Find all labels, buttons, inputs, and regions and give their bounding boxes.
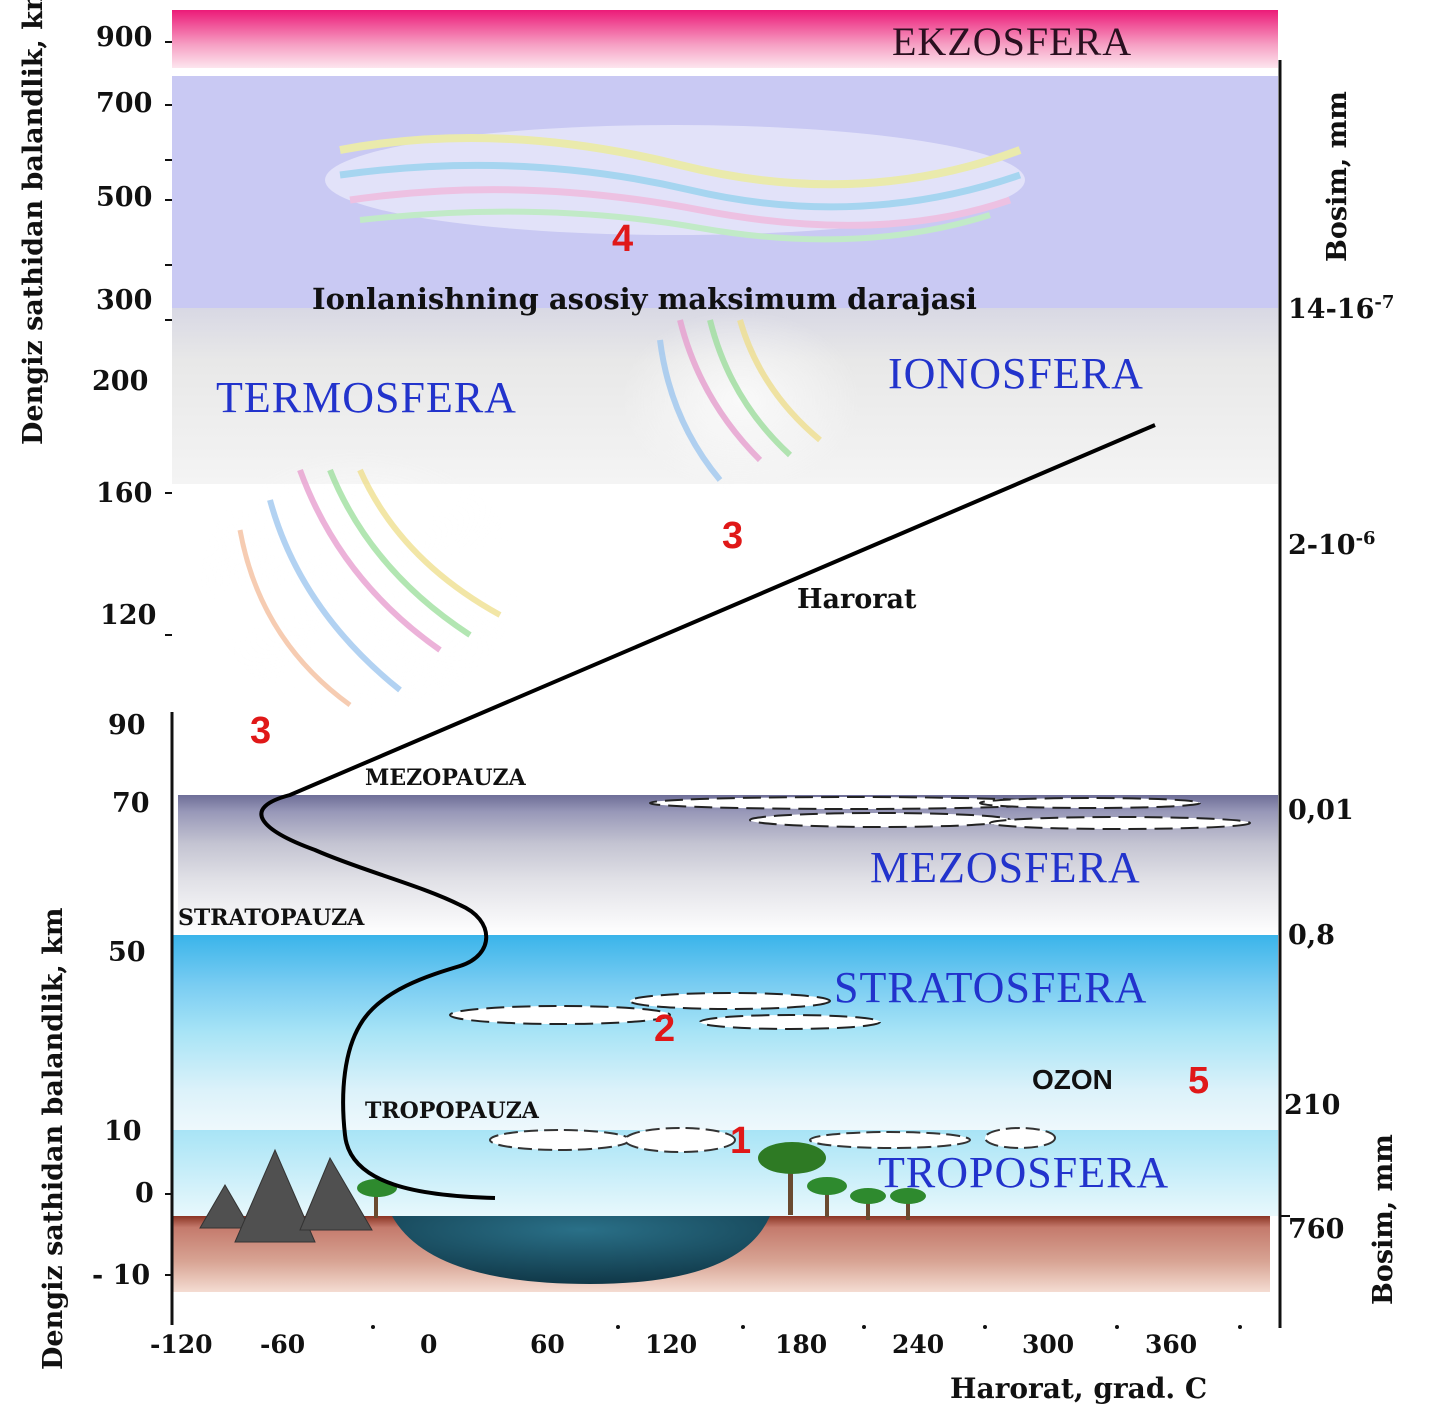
right-tick-2-10e-6: 2-10-6 [1288, 528, 1376, 561]
right-tick-0-01: 0,01 [1288, 795, 1354, 826]
marker-3-upper: 3 [722, 515, 744, 557]
right-axis-title-lower: Bosim, mm [1368, 1134, 1399, 1305]
exosphere-band [172, 10, 1278, 68]
marker-4: 4 [612, 218, 634, 260]
bottom-tick-0: 0 [420, 1330, 438, 1359]
thermosphere-label: TERMOSFERA [216, 373, 517, 422]
mesospheric-clouds [649, 796, 1251, 830]
left-axis-title-upper: Dengiz sathidan balandlik, km [18, 0, 49, 445]
marker-1: 1 [730, 1120, 752, 1162]
left-tick-10: 10 [104, 1116, 142, 1147]
trees [357, 1142, 926, 1220]
mesopause-label: MEZOPAUZA [365, 765, 526, 791]
stratosphere-label: STRATOSFERA [834, 963, 1148, 1012]
left-tick-90: 90 [108, 710, 146, 741]
right-tick-0-base: 14-16 [1288, 294, 1375, 325]
left-tick-50: 50 [108, 937, 146, 968]
left-tick-0: 0 [135, 1178, 154, 1209]
right-tick-1-base: 2-10 [1288, 530, 1356, 561]
bottom-tick-180: 180 [775, 1330, 828, 1359]
bottom-tick-300: 300 [1022, 1330, 1075, 1359]
aurora-upper [325, 125, 1025, 243]
left-tick-70: 70 [112, 788, 150, 819]
stratospheric-clouds [449, 992, 881, 1030]
right-tick-760: 760 [1288, 1214, 1345, 1245]
tropospheric-clouds [489, 1127, 1056, 1153]
axes [170, 60, 1282, 1328]
mountains [199, 1148, 373, 1243]
right-axis-title-upper: Bosim, mm [1322, 91, 1353, 262]
bottom-tick-minus-60: -60 [260, 1330, 306, 1359]
right-tick-0-exp: -7 [1374, 292, 1395, 313]
exosphere-label: EKZOSFERA [892, 19, 1133, 64]
bottom-tick-360: 360 [1145, 1330, 1198, 1359]
bottom-tick-120: 120 [645, 1330, 698, 1359]
ionosphere-band [172, 76, 1278, 308]
left-tick-120: 120 [100, 600, 157, 631]
aurora-middle [620, 310, 860, 490]
right-tick-14-16e-7: 14-16-7 [1288, 292, 1394, 325]
bottom-tick-minus-120: -120 [150, 1330, 213, 1359]
bottom-axis-title: Harorat, grad. C [950, 1372, 1208, 1405]
tropopause-label: TROPOPAUZA [365, 1098, 539, 1124]
right-tick-0-8: 0,8 [1288, 920, 1335, 951]
left-tick-500: 500 [96, 182, 153, 213]
stratopause-label: STRATOPAUZA [178, 905, 365, 931]
mesosphere-label: MEZOSFERA [870, 843, 1141, 892]
left-axis-ticks [165, 41, 172, 1276]
left-tick-minus-10: - 10 [92, 1260, 151, 1291]
ocean [392, 1216, 770, 1284]
bottom-tick-240: 240 [892, 1330, 945, 1359]
left-tick-700: 700 [96, 88, 153, 119]
right-tick-210: 210 [1284, 1090, 1341, 1121]
left-tick-300: 300 [96, 285, 153, 316]
ionosphere-label: IONOSFERA [888, 349, 1144, 398]
left-tick-160: 160 [96, 478, 153, 509]
right-tick-1-exp: -6 [1355, 528, 1376, 549]
aurora-lower [200, 450, 520, 710]
marker-5: 5 [1188, 1060, 1210, 1102]
bottom-axis-ticks [371, 1325, 1242, 1329]
ozone-label: OZON [1032, 1064, 1113, 1095]
left-tick-200: 200 [92, 366, 149, 397]
temperature-curve [259, 423, 1156, 1200]
left-axis-title-lower: Dengiz sathidan balandlik, km [38, 907, 69, 1370]
left-tick-900: 900 [96, 22, 153, 53]
ionization-label: Ionlanishning asosiy maksimum darajasi [312, 282, 977, 316]
marker-2: 2 [654, 1008, 676, 1050]
troposphere-label: TROPOSFERA [878, 1148, 1170, 1197]
marker-3-lower: 3 [250, 710, 272, 752]
temperature-line-label: Harorat [797, 584, 917, 615]
bottom-tick-60: 60 [530, 1330, 565, 1359]
